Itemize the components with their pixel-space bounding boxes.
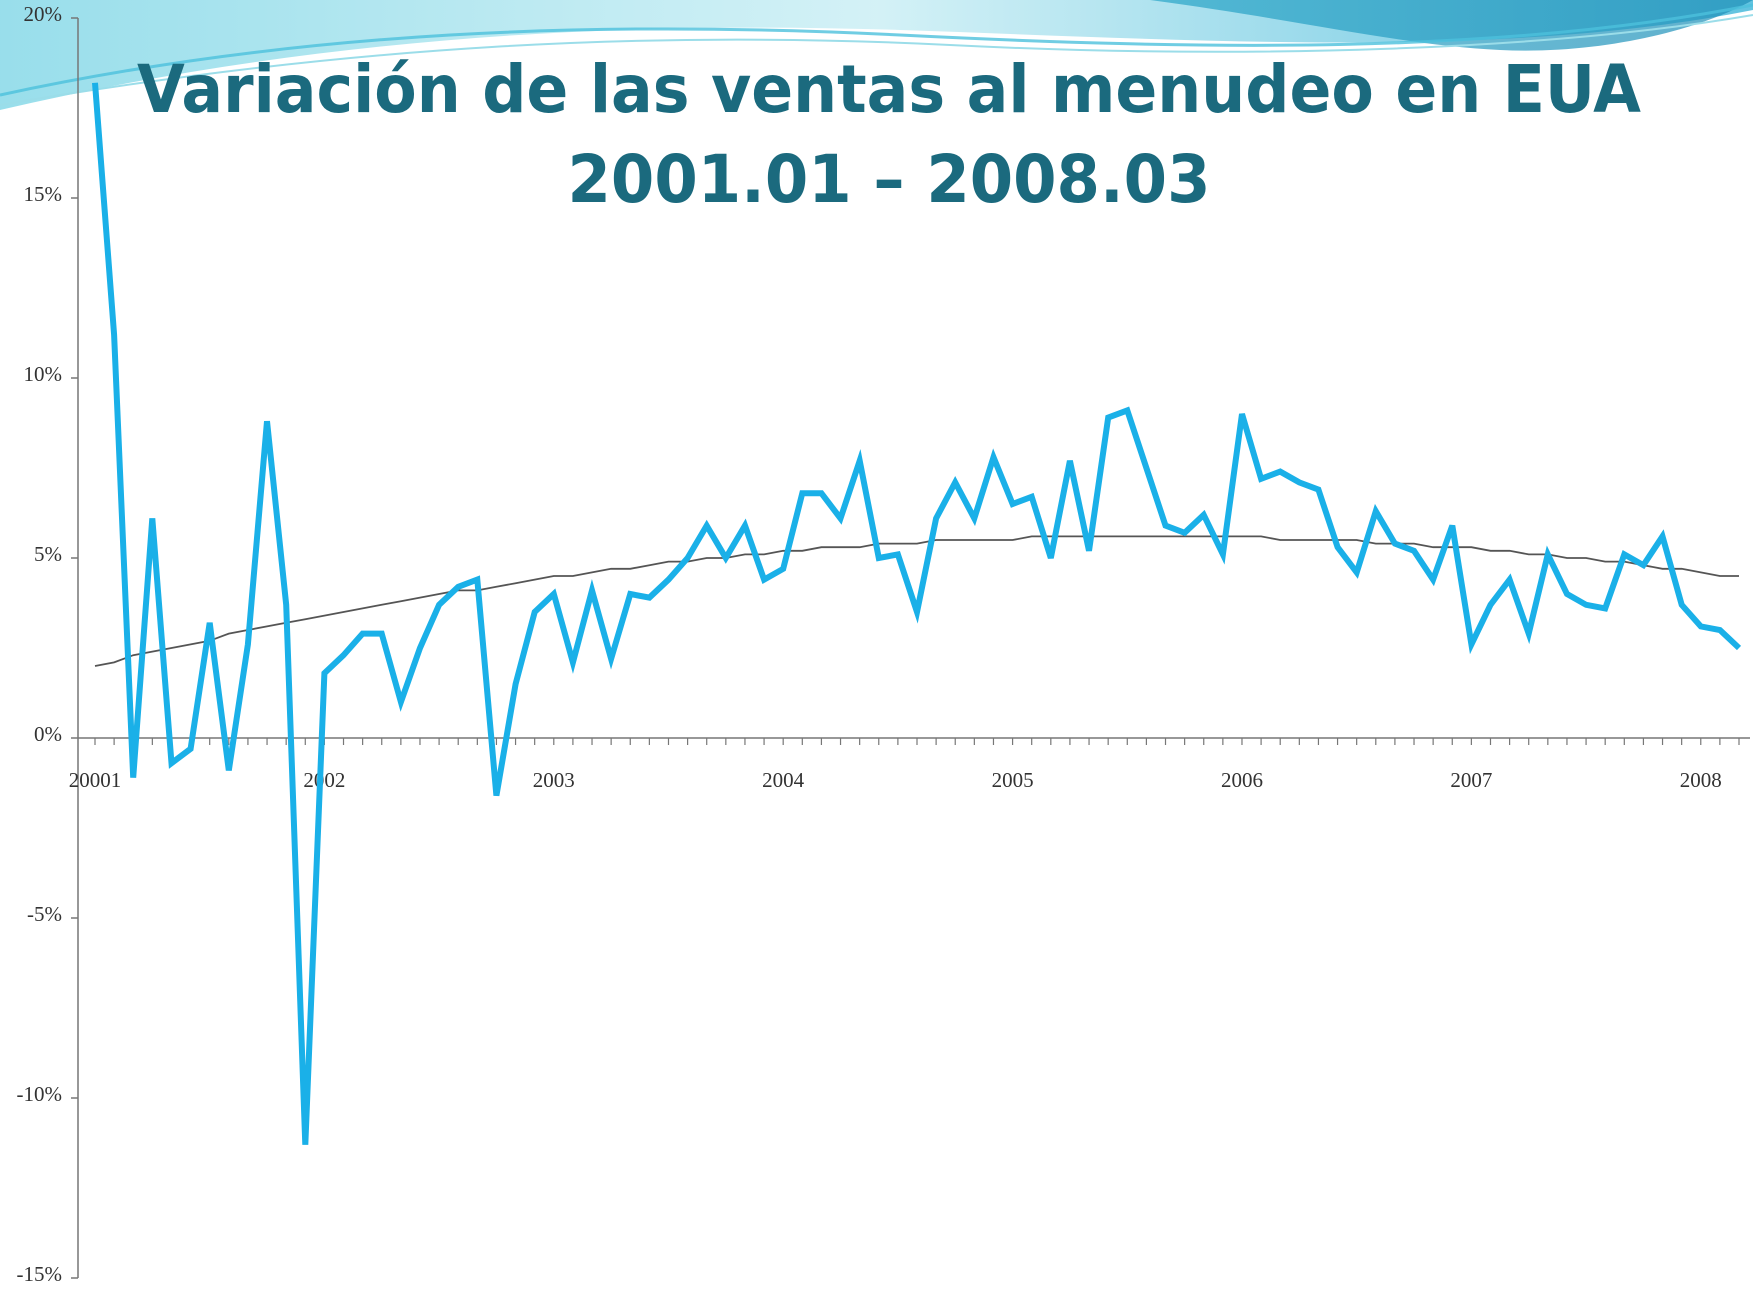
y-tick-label: 10%	[24, 362, 63, 386]
x-tick-label: 2004	[762, 768, 805, 792]
x-tick-label: 2002	[303, 768, 345, 792]
x-tick-label: 2008	[1680, 768, 1722, 792]
y-tick-label: -5%	[27, 902, 62, 926]
chart-title: Variación de las ventas al menudeo en EU…	[137, 51, 1641, 128]
y-tick-label: -10%	[17, 1082, 63, 1106]
x-tick-label: 20001	[69, 768, 122, 792]
y-tick-label: 20%	[24, 2, 63, 26]
y-tick-label: 5%	[34, 542, 62, 566]
y-tick-label: 0%	[34, 722, 62, 746]
data-line	[92, 82, 1742, 1145]
y-tick-label: -15%	[17, 1262, 63, 1286]
header-decoration	[0, 0, 1753, 110]
x-tick-label: 2003	[533, 768, 575, 792]
x-tick-label: 2007	[1450, 768, 1492, 792]
x-tick-label: 2005	[992, 768, 1034, 792]
x-tick-label: 2006	[1221, 768, 1263, 792]
chart-subtitle: 2001.01 – 2008.03	[568, 141, 1211, 218]
trend-line	[94, 535, 1739, 667]
y-tick-label: 15%	[24, 182, 63, 206]
